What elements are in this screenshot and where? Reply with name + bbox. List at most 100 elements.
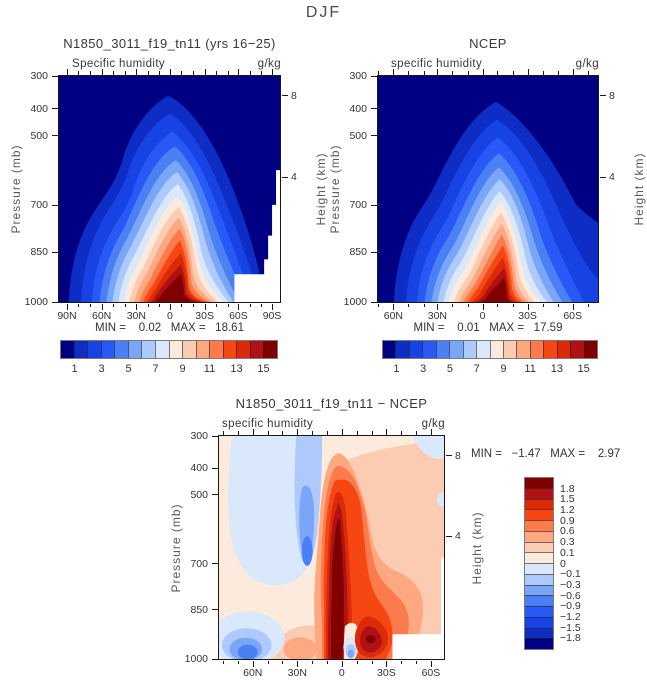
x-minor-tick — [497, 303, 499, 307]
height-tick — [599, 95, 606, 97]
x-minor-tick — [249, 303, 251, 307]
contour-plot-ncep: 60N 30N 0 30S 60S 300 400 500 700 850 1000 8 4 — [344, 68, 615, 322]
colorbar-label: 15 — [577, 363, 590, 375]
height-tick — [445, 455, 452, 457]
x-minor-tick — [113, 303, 115, 307]
pressure-tick-label: 850 — [30, 246, 48, 259]
colorbar-label: 3 — [420, 363, 427, 375]
x-minor-tick — [408, 71, 410, 75]
colorbar-cell — [525, 478, 553, 488]
pressure-tick — [51, 135, 58, 137]
colorbar-cell — [168, 341, 183, 358]
x-major-tick — [169, 68, 171, 75]
x-minor-tick — [371, 660, 373, 664]
x-minor-tick — [557, 303, 559, 307]
pressure-tick-label: 850 — [349, 246, 367, 259]
x-minor-tick — [237, 431, 239, 435]
x-major-tick — [101, 68, 103, 75]
colorbar-cell — [583, 341, 597, 358]
x-minor-tick — [267, 660, 269, 664]
pressure-tick-label: 1000 — [184, 653, 208, 665]
x-major-tick — [136, 303, 138, 310]
height-tick-label: 4 — [455, 530, 461, 543]
contour-band — [437, 492, 444, 507]
x-minor-tick — [261, 71, 263, 75]
variable-label: specific humidity — [391, 58, 483, 70]
colorbar-label: −0.3 — [560, 578, 581, 591]
variable-label: Specific humidity — [72, 58, 166, 70]
x-minor-tick — [124, 303, 126, 307]
contour-band — [301, 536, 313, 566]
colorbar-cell — [525, 530, 553, 542]
colorbar-label: 1 — [393, 363, 400, 375]
pressure-tick-label: 300 — [30, 70, 48, 82]
pressure-tick-label: 700 — [349, 199, 367, 212]
pressure-tick-label: 700 — [190, 557, 208, 570]
colorbar-label: 5 — [125, 363, 132, 375]
contour-svg-model — [59, 76, 280, 302]
height-axis-title: Height (km) — [314, 152, 328, 226]
colorbar-cell — [182, 341, 196, 358]
contour-band — [331, 518, 344, 659]
x-minor-tick — [423, 303, 425, 307]
x-minor-tick — [356, 660, 358, 664]
panel-title-diff: N1850_3011_f19_tn11 − NCEP — [235, 396, 428, 411]
pressure-tick-label: 400 — [190, 462, 208, 475]
x-minor-tick — [216, 71, 218, 75]
minmax-label-model: MIN = 0.02 MAX = 18.61 — [95, 322, 244, 334]
x-minor-tick — [261, 303, 263, 307]
x-minor-tick — [542, 71, 544, 75]
colorbar-cell — [525, 584, 553, 596]
x-minor-tick — [216, 303, 218, 307]
terrain-mask — [441, 557, 444, 635]
colorbar-label: 5 — [446, 363, 453, 375]
x-major-tick — [437, 303, 439, 310]
x-major-tick — [572, 68, 574, 75]
x-minor-tick — [89, 71, 91, 75]
height-tick — [281, 176, 288, 178]
contour-band — [413, 436, 444, 459]
x-minor-tick — [512, 303, 514, 307]
height-tick-label: 8 — [609, 89, 615, 102]
colorbar-label: −1.5 — [560, 621, 581, 634]
x-minor-tick — [542, 303, 544, 307]
colorbar-cell — [489, 341, 503, 358]
colorbar-label: 11 — [524, 363, 536, 375]
pressure-tick — [370, 301, 377, 303]
x-major-tick — [430, 660, 432, 667]
pressure-tick-label: 850 — [190, 603, 208, 616]
colorbar-cell — [525, 520, 553, 531]
colorbar-cell — [87, 341, 101, 358]
x-minor-tick — [237, 660, 239, 664]
pressure-tick — [370, 75, 377, 77]
x-major-tick — [527, 68, 529, 75]
colorbar-cell — [525, 627, 553, 639]
x-minor-tick — [401, 431, 403, 435]
x-tick-label: 30S — [195, 310, 214, 322]
colorbar-label: 9 — [500, 363, 507, 375]
x-minor-tick — [124, 71, 126, 75]
panel-title-model: N1850_3011_f19_tn11 (yrs 16−25) — [63, 36, 276, 51]
contour-band — [479, 278, 514, 302]
x-major-tick — [341, 428, 343, 435]
colorbar-label: 7 — [473, 363, 480, 375]
colorbar-cell — [525, 606, 553, 617]
colorbar-cell — [525, 595, 553, 606]
colorbar-label: 0.9 — [560, 514, 575, 527]
colorbar-label: 1.5 — [560, 493, 575, 506]
colorbar-label: 1.8 — [560, 482, 575, 495]
x-minor-tick — [147, 71, 149, 75]
colorbar-cell — [525, 616, 553, 628]
colorbar-cell — [525, 498, 553, 510]
x-major-tick — [204, 303, 206, 310]
x-minor-tick — [267, 431, 269, 435]
pressure-tick — [51, 301, 58, 303]
x-minor-tick — [416, 431, 418, 435]
colorbar-label: −0.6 — [560, 589, 581, 602]
x-major-tick — [136, 68, 138, 75]
pressure-tick-label: 400 — [30, 102, 48, 115]
pressure-tick — [211, 563, 218, 565]
x-major-tick — [204, 68, 206, 75]
pressure-tick — [370, 135, 377, 137]
height-tick-label: 4 — [291, 171, 297, 184]
